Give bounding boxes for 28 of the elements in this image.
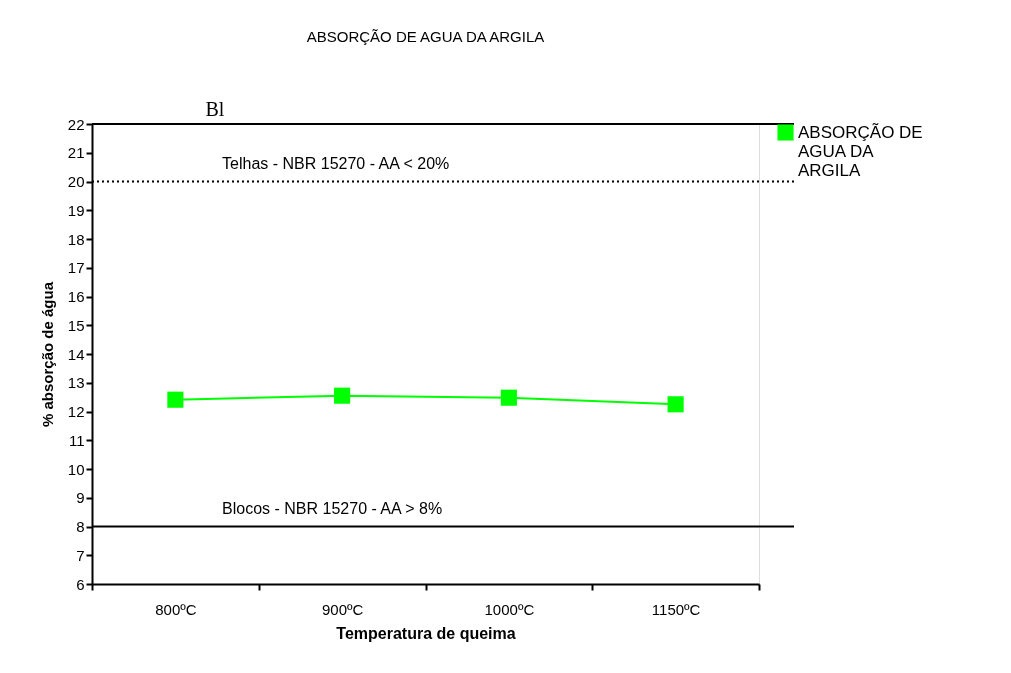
chart-title: ABSORÇÃO DE AGUA DA ARGILA [306, 28, 545, 45]
x-tick-label: 800ºC [155, 600, 197, 618]
y-tick-label: 15 [67, 316, 85, 334]
y-tick-label: 14 [67, 345, 85, 363]
y-tick-label: 8 [76, 518, 85, 535]
x-tick-label: 1000ºC [484, 600, 535, 618]
y-axis-title: % absorção de água [38, 281, 56, 428]
y-tick-label: 17 [67, 259, 85, 277]
y-tick-label: 10 [67, 460, 85, 478]
text: Bl [205, 98, 225, 120]
y-tick-label: 9 [76, 489, 85, 507]
x-axis-title: Temperatura de queima [336, 624, 516, 642]
y-tick-label: 12 [67, 403, 85, 420]
y-tick-label: 18 [67, 230, 85, 248]
y-tick-label: 19 [67, 201, 85, 219]
y-tick-label: 6 [76, 575, 85, 593]
y-tick-label: 11 [68, 431, 85, 449]
ref-line-label: Telhas - NBR 15270 - AA < 20% [222, 154, 450, 172]
y-tick-label: 16 [67, 288, 85, 305]
y-tick-label: 7 [76, 546, 85, 564]
x-tick-label: 900ºC [321, 600, 364, 618]
y-tick-label: 13 [67, 374, 85, 392]
legend-label: ABSORÇÃO DE AGUA DA ARGILA [798, 122, 923, 180]
y-tick-label: 21 [67, 144, 85, 162]
ref-line-label: Blocos - NBR 15270 - AA > 8% [222, 499, 443, 517]
x-tick-label: 1150ºC [651, 600, 701, 618]
y-tick-label: 20 [67, 173, 85, 190]
y-tick-label: 22 [67, 115, 85, 133]
